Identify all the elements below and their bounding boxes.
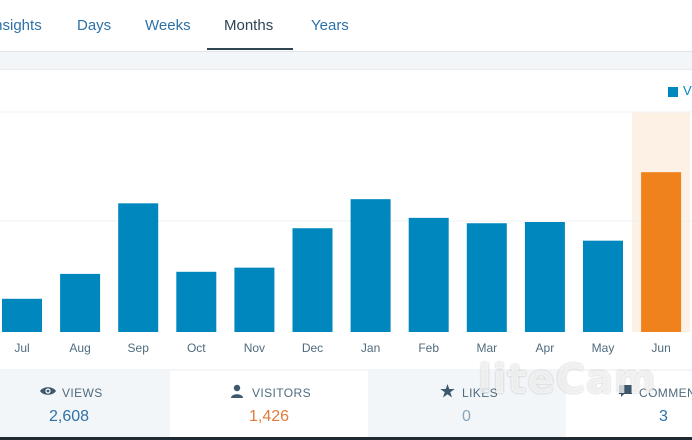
x-tick-label: Dec xyxy=(302,341,323,355)
bar-aug[interactable] xyxy=(60,273,101,332)
views-summary[interactable]: VIEWS 2,608 xyxy=(0,371,170,440)
visitors-value: 1,426 xyxy=(249,408,290,425)
tab-days[interactable]: Days xyxy=(77,17,112,34)
star-icon xyxy=(440,384,455,398)
x-tick-label: Mar xyxy=(476,341,497,355)
bar-mar[interactable] xyxy=(466,223,507,332)
period-tabs: Insights Days Weeks Months Years xyxy=(0,0,692,52)
views-label: VIEWS xyxy=(62,386,103,400)
window-bottom-edge xyxy=(0,437,692,440)
bar-nov[interactable] xyxy=(234,267,275,332)
x-tick-label: Sep xyxy=(128,341,150,355)
tab-weeks[interactable]: Weeks xyxy=(145,17,191,34)
bar-jun[interactable] xyxy=(641,172,682,332)
comment-icon xyxy=(619,385,632,397)
x-tick-label: Jul xyxy=(14,341,29,355)
comments-label: COMMENTS xyxy=(639,386,692,400)
likes-summary[interactable]: LIKES 0 xyxy=(368,371,566,440)
legend-swatch-views xyxy=(668,87,678,97)
visitors-summary[interactable]: VISITORS 1,426 xyxy=(170,371,368,440)
tab-insights[interactable]: Insights xyxy=(0,17,42,34)
bar-oct[interactable] xyxy=(176,271,217,332)
bar-dec[interactable] xyxy=(292,228,333,332)
bar-sep[interactable] xyxy=(118,203,159,332)
x-tick-label: Jun xyxy=(651,341,670,355)
legend-label-views: Views xyxy=(683,83,692,98)
x-tick-label: Jan xyxy=(361,341,380,355)
x-tick-label: May xyxy=(592,341,615,355)
bar-jan[interactable] xyxy=(350,199,391,332)
views-bar-chart: Jul Aug Sep Oct Nov Dec Jan Feb Mar Apr May Jun xyxy=(0,111,692,355)
comments-summary[interactable]: COMMENTS 3 xyxy=(566,371,692,440)
tab-years[interactable]: Years xyxy=(311,17,349,34)
tab-months[interactable]: Months xyxy=(224,17,274,34)
likes-label: LIKES xyxy=(462,386,499,400)
eye-icon xyxy=(40,387,56,395)
x-tick-label: Oct xyxy=(187,341,206,355)
active-tab-indicator xyxy=(207,48,293,50)
x-tick-label: Apr xyxy=(536,341,555,355)
person-icon xyxy=(231,384,243,398)
bar-jul[interactable] xyxy=(2,298,42,332)
summary-bar: VIEWS 2,608 VISITORS 1,426 LIKES 0 COMME… xyxy=(0,371,692,440)
views-chart-card xyxy=(0,69,692,369)
bar-may[interactable] xyxy=(583,240,623,332)
bar-apr[interactable] xyxy=(524,222,565,332)
views-value: 2,608 xyxy=(49,408,90,425)
visitors-label: VISITORS xyxy=(252,386,311,400)
x-tick-label: Feb xyxy=(418,341,439,355)
x-tick-label: Aug xyxy=(69,341,90,355)
x-tick-label: Nov xyxy=(244,341,265,355)
bar-feb[interactable] xyxy=(408,217,449,332)
comments-value: 3 xyxy=(659,408,668,425)
likes-value: 0 xyxy=(462,408,471,425)
